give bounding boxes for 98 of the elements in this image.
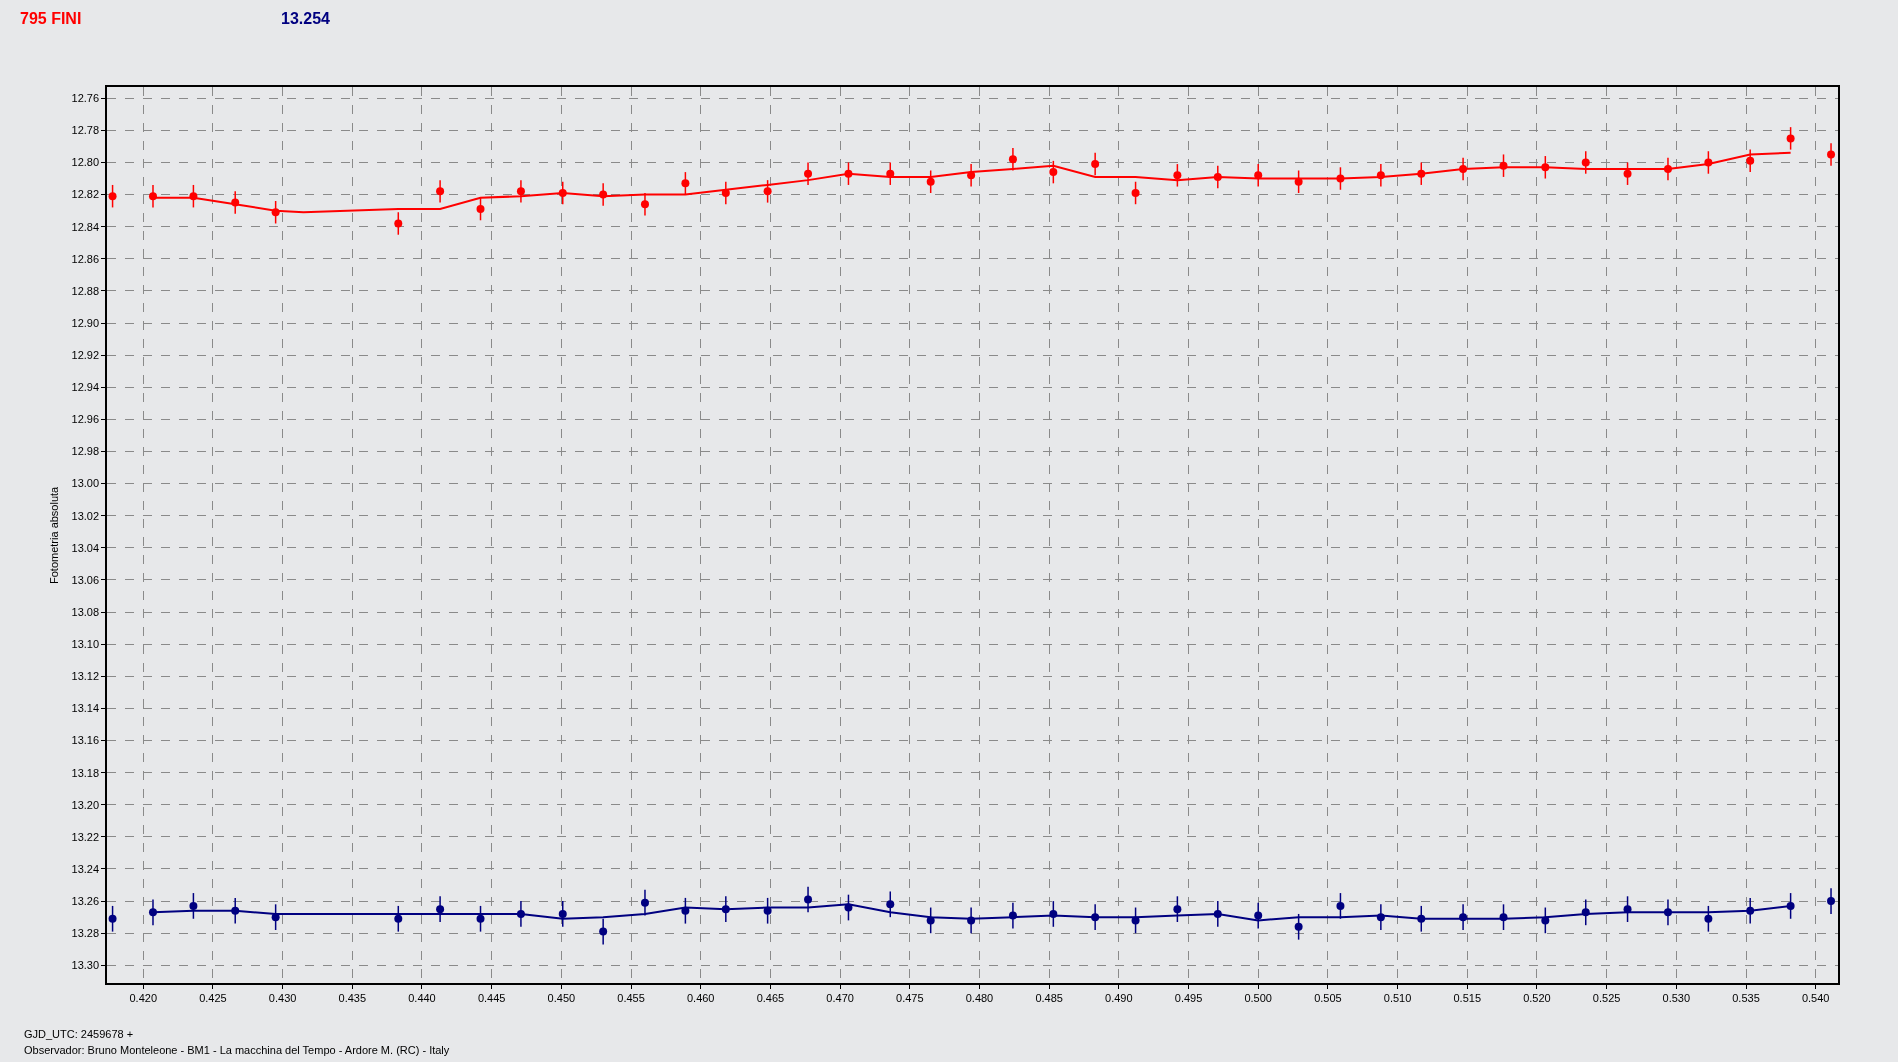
x-tick-label: 0.485 [1035, 991, 1063, 1004]
x-tick-label: 0.515 [1453, 991, 1482, 1004]
point [1091, 160, 1100, 169]
x-tick-label: 0.530 [1662, 991, 1691, 1004]
x-tick-label: 0.445 [477, 991, 506, 1004]
x-tick-label: 0.440 [408, 991, 436, 1004]
point [476, 205, 485, 214]
y-tick-label: 13.20 [71, 798, 100, 811]
x-tick-label: 0.535 [1732, 991, 1760, 1004]
point [394, 219, 403, 228]
text: 795 FINI [20, 10, 82, 27]
y-tick-label: 13.12 [71, 670, 100, 683]
y-tick-label: 13.16 [71, 734, 100, 747]
point [640, 200, 649, 209]
x-tick-label: 0.505 [1314, 991, 1342, 1004]
point [804, 895, 813, 904]
point [436, 187, 445, 196]
point [189, 901, 198, 910]
y-axis-title: Fotometria absoluta [48, 485, 60, 584]
y-tick-label: 13.00 [71, 477, 100, 490]
point [1704, 914, 1713, 923]
point [1254, 911, 1263, 920]
y-tick-label: 12.90 [71, 316, 100, 329]
y-tick-label: 13.06 [71, 573, 100, 586]
x-tick-label: 0.460 [686, 991, 715, 1004]
point [476, 914, 485, 923]
x-tick-label: 0.480 [965, 991, 994, 1004]
x-tick-label: 0.465 [756, 991, 785, 1004]
point [516, 187, 525, 196]
point [1786, 901, 1795, 910]
point [640, 898, 649, 907]
point [148, 908, 157, 917]
x-tick-label: 0.435 [338, 991, 367, 1004]
y-tick-label: 12.78 [71, 124, 100, 137]
y-tick-label: 13.26 [71, 894, 100, 907]
x-tick-label: 0.475 [896, 991, 924, 1004]
x-tick-label: 0.420 [129, 991, 158, 1004]
y-tick-label: 12.86 [71, 252, 100, 265]
y-tick-label: 12.94 [71, 381, 100, 394]
x-tick-label: 0.470 [826, 991, 854, 1004]
x-tick-label: 0.425 [199, 991, 227, 1004]
y-tick-label: 13.22 [71, 830, 100, 843]
point [1786, 134, 1795, 143]
point [1827, 897, 1836, 906]
y-tick-label: 12.76 [71, 92, 100, 105]
point [108, 192, 117, 201]
point [804, 169, 813, 178]
point [1294, 922, 1303, 931]
y-tick-label: 13.14 [71, 702, 100, 715]
point [1581, 158, 1590, 167]
y-tick-label: 13.04 [71, 541, 100, 554]
x-tick-label: 0.430 [268, 991, 297, 1004]
x-tick-label: 0.500 [1244, 991, 1272, 1004]
point [599, 927, 608, 936]
x-tick-label: 0.525 [1592, 991, 1621, 1004]
point [763, 187, 772, 196]
point [1746, 156, 1755, 165]
y-tick-label: 13.02 [71, 509, 100, 522]
y-tick-label: 13.18 [71, 766, 100, 779]
point [1131, 188, 1140, 197]
point [1623, 169, 1632, 178]
text: Observador: Bruno Monteleone - BM1 - La macchina del Tempo - Ardore M. (RC) - Italy [24, 1044, 450, 1056]
point [1173, 905, 1182, 914]
x-tick-label: 0.455 [617, 991, 645, 1004]
y-tick-label: 12.98 [71, 445, 100, 458]
y-tick-label: 12.82 [71, 188, 100, 201]
point [436, 905, 445, 914]
y-tick-label: 12.80 [71, 156, 100, 169]
x-tick-label: 0.450 [547, 991, 576, 1004]
y-tick-label: 12.96 [71, 413, 100, 426]
point [394, 914, 403, 923]
point [148, 192, 157, 201]
text: 13.254 [281, 10, 331, 27]
point [926, 177, 935, 186]
point [681, 179, 690, 188]
x-tick-label: 0.510 [1383, 991, 1412, 1004]
point [1049, 168, 1058, 177]
point [886, 900, 895, 909]
point [1008, 155, 1017, 164]
y-tick-label: 12.84 [71, 220, 100, 233]
x-axis-title: GJD_UTC: 2459678 + [24, 1028, 134, 1040]
x-tick-label: 0.495 [1174, 991, 1203, 1004]
point [1173, 171, 1182, 180]
x-tick-label: 0.520 [1523, 991, 1551, 1004]
x-tick-label: 0.540 [1801, 991, 1830, 1004]
point [108, 914, 117, 923]
y-tick-label: 13.28 [71, 927, 100, 940]
x-tick-label: 0.490 [1105, 991, 1133, 1004]
point [558, 909, 567, 918]
point [1827, 150, 1836, 159]
y-tick-label: 13.10 [71, 638, 100, 651]
y-tick-label: 13.08 [71, 605, 100, 618]
point [1254, 171, 1263, 180]
y-tick-label: 13.24 [71, 862, 100, 875]
y-tick-label: 13.30 [71, 959, 100, 972]
point [1336, 901, 1345, 910]
y-tick-label: 12.92 [71, 349, 100, 362]
y-tick-label: 12.88 [71, 284, 100, 297]
